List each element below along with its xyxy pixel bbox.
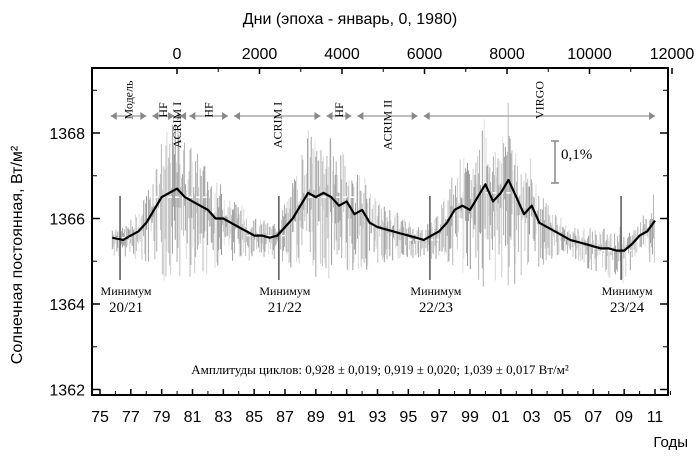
minimum-title: Минимум [101, 284, 152, 298]
x-tick-label: 99 [461, 409, 479, 426]
plot-border [91, 67, 669, 396]
top-axis-label: Дни (эпоха - январь, 0, 1980) [243, 11, 457, 28]
instrument-label: HF [156, 102, 170, 118]
top-tick-label: 6000 [407, 46, 443, 63]
arrow-left-icon [326, 112, 333, 120]
instrument-label: VIRGO [532, 81, 546, 119]
minimum-label: 22/23 [419, 300, 453, 316]
x-tick-label: 85 [245, 409, 263, 426]
minimum-title: Минимум [410, 284, 461, 298]
arrow-right-icon [649, 112, 656, 120]
x-tick-label: 97 [430, 409, 448, 426]
instrument-label: HF [332, 102, 346, 118]
instrument-label: Модель [122, 80, 136, 119]
scale-bar: 0,1% [551, 140, 592, 184]
y-axis-label: Солнечная постоянная, Вт/м² [9, 145, 26, 364]
x-tick-label: 93 [369, 409, 387, 426]
x-tick-label: 83 [214, 409, 232, 426]
arrow-left-icon [110, 112, 117, 120]
top-tick-label: 0 [173, 46, 182, 63]
x-tick-label: 77 [122, 409, 140, 426]
arrow-right-icon [411, 112, 418, 120]
x-tick-label: 79 [153, 409, 171, 426]
x-tick-label: 89 [307, 409, 325, 426]
x-tick-label: 95 [399, 409, 417, 426]
x-tick-label: 05 [554, 409, 572, 426]
cycle-amplitudes-annotation: Амплитуды циклов: 0,928 ± 0,019; 0,919 ±… [191, 362, 569, 377]
arrow-right-icon [140, 112, 147, 120]
x-tick-label: 03 [523, 409, 541, 426]
arrow-left-icon [152, 112, 159, 120]
arrow-left-icon [357, 112, 364, 120]
x-tick-label: 09 [615, 409, 633, 426]
x-tick-label: 87 [276, 409, 294, 426]
x-tick-label: 81 [184, 409, 202, 426]
x-axis-label: Годы [653, 434, 688, 451]
y-tick-label: 1362 [49, 383, 85, 400]
top-tick-label: 10000 [567, 46, 612, 63]
x-tick-label: 01 [492, 409, 510, 426]
arrow-left-icon [423, 112, 430, 120]
y-tick-label: 1366 [49, 212, 85, 229]
instrument-label: ACRIM II [381, 100, 395, 150]
arrow-right-icon [345, 112, 352, 120]
arrow-right-icon [168, 112, 175, 120]
minimum-title: Минимум [602, 284, 653, 298]
x-tick-label: 11 [647, 409, 664, 426]
scale-bar-label: 0,1% [561, 147, 592, 163]
instrument-label: HF [202, 102, 216, 118]
minimum-label: 23/24 [610, 300, 645, 316]
top-tick-label: 2000 [242, 46, 278, 63]
instrument-periods: Модель HF ACRIM I HF ACRIM I HF ACRIM II VIRGO [110, 80, 656, 150]
arrow-right-icon [177, 112, 184, 120]
raw-data-layer [111, 102, 655, 287]
instrument-label: ACRIM I [270, 102, 284, 148]
minima-markers: Минимум 20/21 Минимум 21/22 Минимум 22/23 Мини… [101, 196, 653, 316]
y-tick-label: 1364 [49, 297, 85, 314]
smoothed-series-line [112, 178, 656, 252]
top-tick-label: 8000 [489, 46, 525, 63]
x-tick-label: 91 [338, 409, 356, 426]
axis-ticks: 75 77 79 81 83 85 87 89 91 93 95 97 99 01 03 05 07 09 11 0 2… [49, 46, 694, 426]
arrow-left-icon [234, 112, 241, 120]
x-tick-label: 75 [91, 409, 109, 426]
x-tick-label: 07 [584, 409, 602, 426]
arrow-left-icon [189, 112, 196, 120]
minimum-label: 21/22 [268, 300, 302, 316]
arrow-right-icon [222, 112, 229, 120]
y-tick-label: 1368 [49, 126, 85, 143]
instrument-label: ACRIM I [170, 102, 184, 148]
plot-frame [91, 67, 669, 396]
top-tick-label: 4000 [324, 46, 360, 63]
top-tick-label: 12000 [650, 46, 695, 63]
arrow-right-icon [314, 112, 321, 120]
minimum-label: 20/21 [109, 300, 143, 316]
minimum-title: Минимум [259, 284, 310, 298]
